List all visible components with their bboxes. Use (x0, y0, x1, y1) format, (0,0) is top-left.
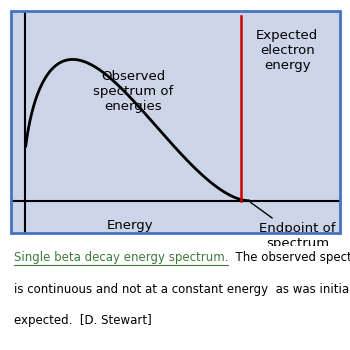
Text: expected.  [D. Stewart]: expected. [D. Stewart] (14, 314, 152, 327)
Text: Single beta decay energy spectrum.: Single beta decay energy spectrum. (14, 251, 228, 264)
Text: The observed spectrum: The observed spectrum (228, 251, 350, 264)
Text: Observed
spectrum of
energies: Observed spectrum of energies (93, 70, 173, 113)
Text: Energy: Energy (107, 219, 153, 232)
Text: Endpoint of
spectrum: Endpoint of spectrum (251, 202, 336, 251)
Text: is continuous and not at a constant energy  as was initially: is continuous and not at a constant ener… (14, 283, 350, 296)
Text: Expected
electron
energy: Expected electron energy (256, 29, 318, 72)
